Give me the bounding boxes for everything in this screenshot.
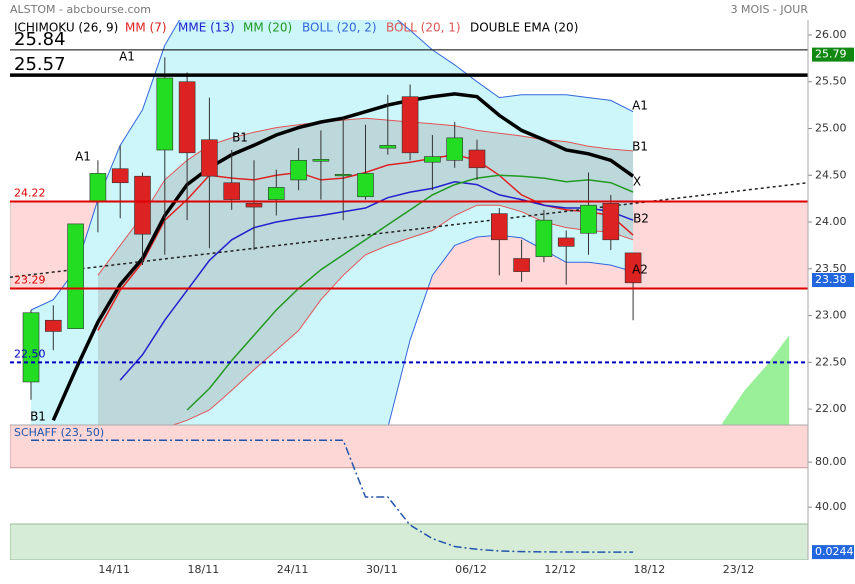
osc-upper-zone	[10, 425, 808, 469]
y-tick-label: 23.00	[815, 309, 847, 322]
candle-body	[580, 204, 597, 234]
candle-body	[267, 187, 285, 200]
osc-title: SCHAFF (23, 50)	[14, 426, 104, 439]
x-tick-label: 12/12	[544, 563, 576, 576]
candle-body	[312, 159, 330, 162]
chart-subtitle: 3 MOIS - JOUR	[731, 3, 809, 16]
x-tick-label: 30/11	[366, 563, 398, 576]
x-tick-label: 18/12	[634, 563, 666, 576]
annotation: B1	[232, 131, 248, 145]
candle-body	[111, 168, 129, 184]
y-tick-label: 22.50	[815, 355, 847, 368]
level-label: 25.57	[14, 54, 66, 75]
legend-entry: BOLL (20, 1)	[386, 21, 461, 35]
ichimoku-cloud	[722, 335, 790, 425]
candle-body	[513, 258, 530, 272]
price-panel	[10, 20, 808, 425]
candle-body	[602, 203, 620, 241]
indicator-line	[119, 181, 634, 381]
candle-body	[446, 137, 464, 161]
price-tag-label: 25.79	[815, 48, 847, 61]
candle-body	[44, 319, 62, 332]
candle-body	[424, 156, 441, 163]
candle-body	[334, 174, 352, 177]
price-tag-label: 23.38	[815, 273, 847, 286]
annotation: A1	[632, 99, 648, 113]
annotation: B2	[633, 212, 649, 226]
x-tick-label: 18/11	[188, 563, 220, 576]
annotation: B1	[30, 410, 46, 424]
candle-body	[178, 81, 196, 154]
osc-lower-zone	[10, 523, 808, 560]
y-tick-label: 26.00	[815, 28, 847, 41]
x-tick-label: 24/11	[277, 563, 309, 576]
level-label: 25.84	[14, 29, 66, 50]
candle-body	[156, 77, 174, 151]
schaff-line	[31, 439, 634, 553]
candle-body	[134, 175, 151, 235]
osc-y-tick-label: 40.00	[815, 500, 847, 513]
band-upper	[30, 20, 634, 311]
candle-body	[379, 145, 397, 149]
candle-body	[89, 173, 107, 202]
candle-body	[201, 139, 218, 177]
y-tick-label: 25.00	[815, 121, 847, 134]
legend-entry: DOUBLE EMA (20)	[470, 21, 578, 35]
y-tick-label: 22.00	[815, 402, 847, 415]
legend-entry: MM (7)	[125, 21, 167, 35]
candle-body	[490, 213, 508, 241]
legend-entry: MM (20)	[243, 21, 292, 35]
y-tick-label: 24.50	[815, 168, 847, 181]
legend-entry: ICHIMOKU (26, 9)	[14, 21, 118, 35]
oscillator-panel	[10, 425, 808, 560]
x-tick-label: 14/11	[98, 563, 130, 576]
candle-body	[67, 223, 84, 329]
candle-body	[357, 173, 374, 198]
y-tick-label: 23.50	[815, 262, 847, 275]
candle-body	[245, 203, 263, 208]
x-tick-label: 23/12	[723, 563, 755, 576]
price-tag	[812, 47, 854, 62]
candle-body	[557, 237, 575, 247]
legend-entry: MME (13)	[178, 21, 235, 35]
candle-body	[535, 219, 553, 257]
legend-entry: BOLL (20, 2)	[302, 21, 377, 35]
candle-body	[223, 182, 240, 200]
annotation: A2	[632, 263, 648, 277]
overlay: 25.84 25.57 24.22 23.29 22.50 A1 A1 B1 B1 A1 B1 X B2…	[10, 20, 854, 576]
indicator-line	[51, 92, 635, 422]
candle-body	[290, 160, 307, 181]
level-label: 24.22	[14, 186, 46, 199]
level-label: 23.29	[14, 273, 46, 286]
candle-body	[468, 149, 486, 169]
y-tick-label: 24.00	[815, 215, 847, 228]
osc-y-tick-label: 80.00	[815, 455, 847, 468]
osc-value-tag	[812, 545, 854, 560]
candle-body	[624, 252, 642, 284]
annotation: B1	[632, 140, 648, 154]
band-lower	[387, 234, 634, 425]
price-tag	[812, 273, 854, 288]
level-label: 22.50	[14, 347, 46, 360]
candle-body	[22, 312, 40, 383]
candle-body	[401, 96, 419, 154]
osc-value-tag-label: 0.0244	[815, 545, 854, 558]
x-tick-label: 06/12	[455, 563, 487, 576]
indicator-line	[186, 174, 634, 411]
annotation: A1	[75, 150, 91, 164]
annotation: X	[633, 175, 641, 189]
annotation: A1	[119, 50, 135, 64]
y-tick-label: 25.50	[815, 75, 847, 88]
chart-title: ALSTOM - abcbourse.com	[10, 3, 151, 16]
